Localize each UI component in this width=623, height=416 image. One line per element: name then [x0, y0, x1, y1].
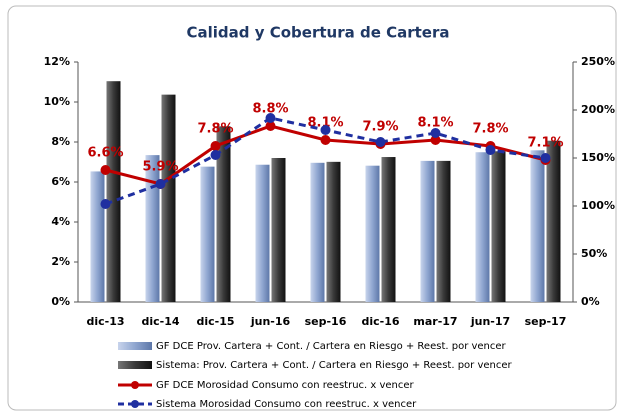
point [100, 199, 111, 209]
x-tick-label: sep-16 [305, 315, 347, 328]
y2-tick-label: 250% [581, 55, 615, 68]
x-tick-label: jun-17 [470, 315, 510, 328]
point [430, 128, 441, 138]
y-tick-label: 6% [51, 175, 70, 188]
x-tick-label: sep-17 [525, 315, 567, 328]
y2-tick-label: 0% [581, 295, 600, 308]
point [155, 179, 166, 189]
y-tick-label: 12% [44, 55, 70, 68]
y-tick-label: 8% [51, 135, 70, 148]
x-tick-label: dic-14 [141, 315, 179, 328]
legend-swatch [118, 342, 152, 350]
y2-tick-label: 150% [581, 151, 615, 164]
legend-swatch [131, 400, 139, 408]
bar [381, 157, 396, 302]
bar [326, 161, 341, 302]
bar [216, 126, 231, 302]
point [320, 135, 331, 145]
bar [491, 151, 506, 302]
y-tick-label: 10% [44, 95, 70, 108]
y2-tick-label: 50% [581, 247, 607, 260]
bar [271, 158, 286, 302]
data-label: 7.9% [362, 120, 398, 135]
y2-tick-label: 200% [581, 103, 615, 116]
data-label: 7.8% [197, 122, 233, 137]
data-label: 5.9% [142, 160, 178, 175]
bar [475, 152, 490, 302]
legend-label: GF DCE Prov. Cartera + Cont. / Cartera e… [156, 341, 507, 352]
data-label: 8.1% [417, 116, 453, 131]
bar [530, 150, 545, 302]
point [430, 135, 441, 145]
bar [255, 164, 270, 302]
point [100, 165, 111, 175]
bar [365, 165, 380, 302]
point [485, 145, 496, 155]
bar [420, 160, 435, 302]
legend-label: Sistema: Prov. Cartera + Cont. / Cartera… [156, 360, 513, 371]
point [265, 113, 276, 123]
legend-label: GF DCE Morosidad Consumo con reestruc. x… [156, 380, 415, 391]
point [265, 121, 276, 131]
bar [200, 166, 215, 302]
x-tick-label: dic-13 [86, 315, 124, 328]
legend-swatch [131, 381, 139, 389]
bar [546, 140, 561, 302]
chart-title: Calidad y Cobertura de Cartera [187, 24, 450, 42]
data-label: 6.6% [87, 146, 123, 161]
point [210, 141, 221, 151]
legend-swatch [118, 361, 152, 369]
y2-tick-label: 100% [581, 199, 615, 212]
point [375, 137, 386, 147]
bar [161, 94, 176, 302]
y-tick-label: 0% [51, 295, 70, 308]
bar [310, 162, 325, 302]
legend-label: Sistema Morosidad Consumo con reestruc. … [156, 399, 417, 410]
data-label: 7.8% [472, 122, 508, 137]
point [210, 150, 221, 160]
x-tick-label: dic-15 [196, 315, 234, 328]
point [540, 153, 551, 163]
x-tick-label: jun-16 [250, 315, 291, 328]
data-label: 8.8% [252, 102, 288, 117]
data-label: 7.1% [527, 136, 563, 151]
x-tick-label: dic-16 [361, 315, 399, 328]
point [320, 125, 331, 135]
y-tick-label: 2% [51, 255, 70, 268]
bar [436, 160, 451, 302]
y-tick-label: 4% [51, 215, 70, 228]
bar [106, 81, 121, 302]
bar [145, 155, 160, 302]
bar [90, 171, 105, 302]
x-tick-label: mar-17 [413, 315, 457, 328]
